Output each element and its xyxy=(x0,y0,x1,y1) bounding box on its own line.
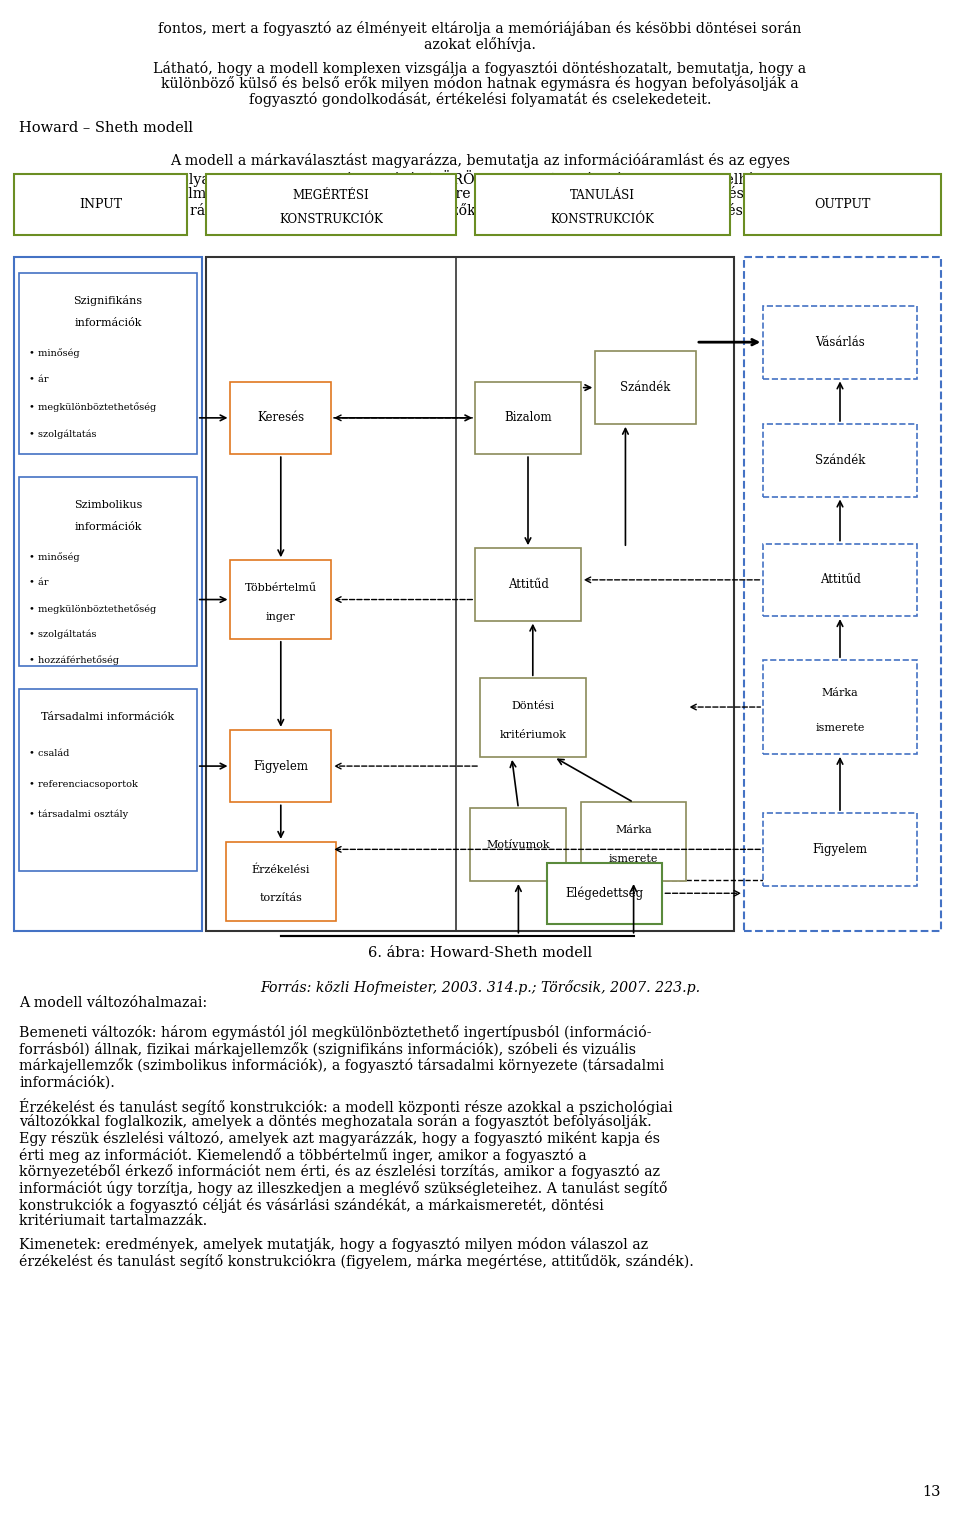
Text: A modell változóhalmazai:: A modell változóhalmazai: xyxy=(19,996,207,1010)
Text: Többértelmű: Többértelmű xyxy=(245,583,317,593)
FancyBboxPatch shape xyxy=(595,351,696,424)
Text: • szolgáltatás: • szolgáltatás xyxy=(29,430,96,439)
Text: rávilágít a fogyasztó bemeneti tényezők függvényében hozott várható döntésére.: rávilágít a fogyasztó bemeneti tényezők … xyxy=(189,203,771,218)
Text: környezetéből érkező információt nem érti, és az észlelési torzítás, amikor a fo: környezetéből érkező információt nem ért… xyxy=(19,1164,660,1179)
FancyBboxPatch shape xyxy=(547,863,662,924)
Text: INPUT: INPUT xyxy=(80,198,122,210)
Text: OUTPUT: OUTPUT xyxy=(814,198,871,210)
Text: • megkülönböztethetőség: • megkülönböztethetőség xyxy=(29,403,156,412)
Text: • társadalmi osztály: • társadalmi osztály xyxy=(29,810,128,819)
FancyBboxPatch shape xyxy=(475,382,581,454)
FancyBboxPatch shape xyxy=(19,477,197,666)
Text: ismerete: ismerete xyxy=(815,722,865,733)
Text: KONSTRUKCIÓK: KONSTRUKCIÓK xyxy=(550,213,655,226)
Text: inger: inger xyxy=(266,612,296,622)
Text: információk).: információk). xyxy=(19,1075,115,1089)
Text: Érzékelést és tanulást segítő konstrukciók: a modell központi része azokkal a ps: Érzékelést és tanulást segítő konstrukci… xyxy=(19,1098,673,1114)
Text: Érzékelési: Érzékelési xyxy=(252,864,310,875)
Text: kritériumok: kritériumok xyxy=(499,730,566,740)
Text: • referenciacsoportok: • referenciacsoportok xyxy=(29,780,137,789)
FancyBboxPatch shape xyxy=(475,548,581,621)
FancyBboxPatch shape xyxy=(763,544,917,616)
Text: Kimenetek: eredmények, amelyek mutatják, hogy a fogyasztó milyen módon válaszol : Kimenetek: eredmények, amelyek mutatják,… xyxy=(19,1237,648,1252)
Text: Attitűd: Attitűd xyxy=(508,578,548,590)
FancyBboxPatch shape xyxy=(19,273,197,454)
Text: ismerete: ismerete xyxy=(609,854,659,864)
Text: Bizalom: Bizalom xyxy=(504,412,552,424)
Text: különböző külső és belső erők milyen módon hatnak egymásra és hogyan befolyásolj: különböző külső és belső erők milyen mód… xyxy=(161,76,799,91)
FancyBboxPatch shape xyxy=(763,813,917,886)
Text: Szándék: Szándék xyxy=(620,382,671,394)
Text: TANULÁSI: TANULÁSI xyxy=(570,189,635,201)
Text: figyelmet a bemeneti változók jelentőségére a vásárlási-döntési folyamatokban, é: figyelmet a bemeneti változók jelentőség… xyxy=(153,186,807,201)
Text: Keresés: Keresés xyxy=(257,412,304,424)
FancyBboxPatch shape xyxy=(480,678,586,757)
Text: konstrukciók a fogyasztó célját és vásárlási szándékát, a márkaismeretét, döntés: konstrukciók a fogyasztó célját és vásár… xyxy=(19,1198,604,1213)
Text: Szándék: Szándék xyxy=(815,454,865,466)
Text: Forrás: közli Hofmeister, 2003. 314.p.; Törőcsik, 2007. 223.p.: Forrás: közli Hofmeister, 2003. 314.p.; … xyxy=(260,980,700,995)
Text: Vásárlás: Vásárlás xyxy=(815,336,865,348)
Text: 13: 13 xyxy=(923,1485,941,1499)
Text: kritériumait tartalmazzák.: kritériumait tartalmazzák. xyxy=(19,1214,207,1228)
Text: változókkal foglalkozik, amelyek a döntés meghozatala során a fogyasztót befolyá: változókkal foglalkozik, amelyek a dönté… xyxy=(19,1114,652,1129)
Text: információk: információk xyxy=(74,318,142,329)
Text: Márka: Márka xyxy=(615,825,652,836)
FancyBboxPatch shape xyxy=(19,689,197,871)
FancyBboxPatch shape xyxy=(744,257,941,931)
FancyBboxPatch shape xyxy=(230,560,331,639)
Text: Figyelem: Figyelem xyxy=(253,760,308,772)
FancyBboxPatch shape xyxy=(763,306,917,378)
Text: forrásból) állnak, fizikai márkajellemzők (szignifikáns információk), szóbeli és: forrásból) állnak, fizikai márkajellemző… xyxy=(19,1042,636,1057)
FancyBboxPatch shape xyxy=(470,808,566,881)
Text: Bemeneti változók: három egymástól jól megkülönböztethető ingertípusból (informá: Bemeneti változók: három egymástól jól m… xyxy=(19,1025,652,1040)
FancyBboxPatch shape xyxy=(14,257,202,931)
Text: • minőség: • minőség xyxy=(29,553,80,562)
Text: MEGÉRTÉSI: MEGÉRTÉSI xyxy=(293,189,370,201)
Text: érzékelést és tanulást segítő konstrukciókra (figyelem, márka megértése, attitűd: érzékelést és tanulást segítő konstrukci… xyxy=(19,1254,694,1269)
FancyBboxPatch shape xyxy=(581,802,686,881)
FancyBboxPatch shape xyxy=(206,174,456,235)
FancyBboxPatch shape xyxy=(230,730,331,802)
FancyBboxPatch shape xyxy=(14,174,187,235)
FancyBboxPatch shape xyxy=(206,257,734,931)
Text: információk: információk xyxy=(74,522,142,533)
Text: Márka: Márka xyxy=(822,687,858,698)
Text: • megkülönböztethetőség: • megkülönböztethetőség xyxy=(29,604,156,613)
Text: Szimbolikus: Szimbolikus xyxy=(74,500,142,510)
Text: folyamatok visszacsatolási hatását (TÖRÖCSIK 2007). Azért lényeges, mert felhívj: folyamatok visszacsatolási hatását (TÖRÖ… xyxy=(175,170,785,186)
Text: Döntési: Döntési xyxy=(512,701,554,712)
Text: Társadalmi információk: Társadalmi információk xyxy=(41,712,175,722)
FancyBboxPatch shape xyxy=(226,842,336,921)
Text: • ár: • ár xyxy=(29,375,48,385)
Text: azokat előhívja.: azokat előhívja. xyxy=(424,36,536,51)
Text: Elégedettség: Elégedettség xyxy=(565,887,644,899)
Text: fontos, mert a fogyasztó az élményeit eltárolja a memóriájában és késöbbi döntés: fontos, mert a fogyasztó az élményeit el… xyxy=(158,21,802,36)
Text: Egy részük észlelési változó, amelyek azt magyarázzák, hogy a fogyasztó miként k: Egy részük észlelési változó, amelyek az… xyxy=(19,1131,660,1146)
Text: Motívumok: Motívumok xyxy=(487,840,550,849)
Text: Szignifikáns: Szignifikáns xyxy=(73,295,143,306)
Text: torzítás: torzítás xyxy=(259,893,302,904)
Text: • szolgáltatás: • szolgáltatás xyxy=(29,630,96,639)
Text: információt úgy torzítja, hogy az illeszkedjen a meglévő szükségleteihez. A tanu: információt úgy torzítja, hogy az illesz… xyxy=(19,1181,668,1196)
Text: érti meg az információt. Kiemelendő a többértelmű inger, amikor a fogyasztó a: érti meg az információt. Kiemelendő a tö… xyxy=(19,1148,587,1163)
Text: • család: • család xyxy=(29,749,69,759)
Text: • hozzáférhetőség: • hozzáférhetőség xyxy=(29,656,119,665)
Text: KONSTRUKCIÓK: KONSTRUKCIÓK xyxy=(279,213,383,226)
Text: Attitűd: Attitűd xyxy=(820,574,860,586)
Text: Figyelem: Figyelem xyxy=(812,843,868,855)
Text: • minőség: • minőség xyxy=(29,348,80,357)
Text: 6. ábra: Howard-Sheth modell: 6. ábra: Howard-Sheth modell xyxy=(368,946,592,960)
Text: fogyasztó gondolkodását, értékelési folyamatát és cselekedeteit.: fogyasztó gondolkodását, értékelési foly… xyxy=(249,92,711,107)
Text: márkajellemzők (szimbolikus információk), a fogyasztó társadalmi környezete (tár: márkajellemzők (szimbolikus információk)… xyxy=(19,1058,664,1073)
FancyBboxPatch shape xyxy=(763,424,917,497)
FancyBboxPatch shape xyxy=(230,382,331,454)
FancyBboxPatch shape xyxy=(475,174,730,235)
Text: Howard – Sheth modell: Howard – Sheth modell xyxy=(19,121,193,135)
FancyBboxPatch shape xyxy=(763,660,917,754)
FancyBboxPatch shape xyxy=(744,174,941,235)
Text: • ár: • ár xyxy=(29,578,48,587)
Text: Látható, hogy a modell komplexen vizsgálja a fogyasztói döntéshozatalt, bemutatj: Látható, hogy a modell komplexen vizsgál… xyxy=(154,61,806,76)
Text: A modell a márkaválasztást magyarázza, bemutatja az információáramlást és az egy: A modell a márkaválasztást magyarázza, b… xyxy=(170,153,790,168)
